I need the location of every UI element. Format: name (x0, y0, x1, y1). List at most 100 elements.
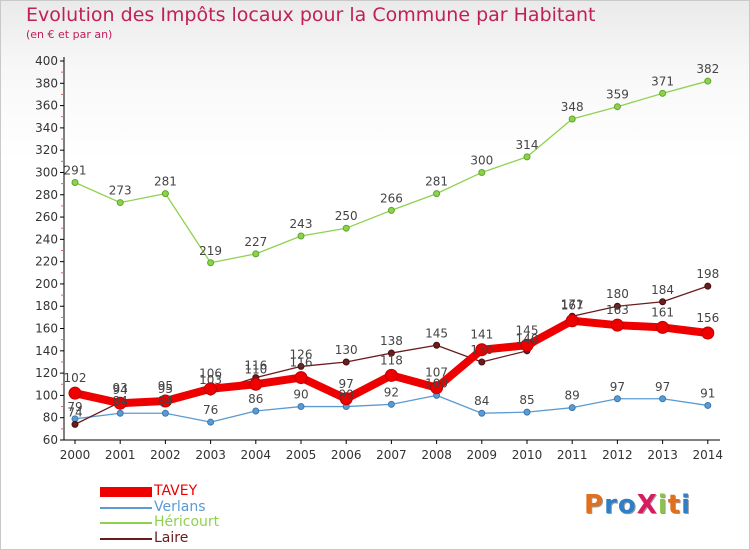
y-tick-label: 100 (35, 388, 58, 402)
data-label-laire: 95 (158, 382, 173, 396)
data-label-verlans: 97 (610, 380, 625, 394)
data-point-héricourt (704, 77, 712, 85)
y-tick-label: 280 (35, 188, 58, 202)
data-label-tavey: 163 (606, 303, 629, 317)
data-point-tavey (656, 320, 670, 334)
data-label-tavey: 167 (561, 299, 584, 313)
data-point-verlans (161, 409, 169, 417)
data-point-héricourt (342, 224, 350, 232)
data-label-héricourt: 382 (696, 62, 719, 76)
data-label-verlans: 79 (67, 400, 82, 414)
x-tick-label: 2011 (557, 448, 588, 462)
data-point-laire (342, 358, 350, 366)
series-line-héricourt (74, 80, 709, 264)
legend-label: Héricourt (154, 514, 220, 530)
data-point-laire (613, 302, 621, 310)
data-label-héricourt: 281 (154, 175, 177, 189)
data-point-verlans (704, 401, 712, 409)
data-label-verlans: 100 (425, 376, 448, 390)
legend-swatch (100, 487, 152, 497)
data-label-héricourt: 266 (380, 191, 403, 205)
data-point-tavey (113, 396, 127, 410)
x-tick-label: 2000 (60, 448, 91, 462)
data-label-héricourt: 359 (606, 88, 629, 102)
x-tick-label: 2001 (105, 448, 136, 462)
data-point-laire (704, 282, 712, 290)
data-label-tavey: 97 (339, 377, 354, 391)
x-tick-label: 2009 (467, 448, 498, 462)
y-tick-label: 160 (35, 322, 58, 336)
data-point-tavey (520, 338, 534, 352)
data-point-laire (71, 420, 79, 428)
data-label-laire: 184 (651, 283, 674, 297)
data-label-laire: 138 (380, 334, 403, 348)
data-label-laire: 145 (425, 326, 448, 340)
y-tick-label: 300 (35, 165, 58, 179)
data-point-héricourt (523, 153, 531, 161)
data-point-héricourt (568, 115, 576, 123)
data-label-laire: 116 (244, 359, 267, 373)
y-tick-label: 240 (35, 232, 58, 246)
data-label-tavey: 118 (380, 353, 403, 367)
data-label-laire: 126 (290, 347, 313, 361)
legend-label: TAVEY (154, 483, 198, 499)
data-point-héricourt (659, 89, 667, 97)
data-label-verlans: 91 (700, 386, 715, 400)
y-tick-label: 200 (35, 277, 58, 291)
legend-label: Laire (154, 530, 189, 546)
data-point-verlans (523, 408, 531, 416)
y-tick-label: 120 (35, 366, 58, 380)
x-tick-label: 2006 (331, 448, 362, 462)
data-label-héricourt: 250 (335, 209, 358, 223)
y-tick-label: 380 (35, 76, 58, 90)
data-label-tavey: 110 (244, 362, 267, 376)
data-point-verlans (613, 395, 621, 403)
data-point-tavey (701, 326, 715, 340)
data-point-laire (297, 362, 305, 370)
x-tick-label: 2002 (150, 448, 181, 462)
data-label-héricourt: 300 (470, 153, 493, 167)
data-label-laire: 140 (516, 332, 539, 346)
y-tick-label: 140 (35, 344, 58, 358)
data-point-héricourt (433, 190, 441, 198)
x-tick-label: 2013 (647, 448, 678, 462)
data-label-tavey: 141 (470, 328, 493, 342)
data-label-laire: 171 (561, 297, 584, 311)
data-label-laire: 130 (470, 343, 493, 357)
data-point-héricourt (71, 179, 79, 187)
data-label-héricourt: 348 (561, 100, 584, 114)
data-point-héricourt (387, 206, 395, 214)
data-point-laire (433, 341, 441, 349)
data-point-laire (387, 349, 395, 357)
y-tick-label: 360 (35, 99, 58, 113)
data-label-verlans: 92 (384, 385, 399, 399)
chart-title: Evolution des Impôts locaux pour la Comm… (26, 4, 596, 26)
legend-swatch (100, 538, 152, 540)
data-point-laire (659, 298, 667, 306)
x-tick-label: 2005 (286, 448, 317, 462)
x-tick-label: 2010 (512, 448, 543, 462)
data-point-héricourt (297, 232, 305, 240)
legend-label: Verlans (154, 499, 206, 515)
data-point-tavey (158, 394, 172, 408)
data-label-tavey: 102 (64, 371, 87, 385)
data-label-tavey: 107 (425, 366, 448, 380)
data-label-laire: 74 (67, 405, 82, 419)
data-label-tavey: 161 (651, 305, 674, 319)
data-point-tavey (475, 343, 489, 357)
legend-swatch (100, 522, 152, 524)
data-label-laire: 198 (696, 267, 719, 281)
data-label-verlans: 86 (248, 392, 263, 406)
y-tick-label: 320 (35, 143, 58, 157)
data-point-tavey (68, 386, 82, 400)
data-label-tavey: 116 (290, 356, 313, 370)
data-point-verlans (116, 409, 124, 417)
data-point-tavey (249, 377, 263, 391)
data-point-verlans (207, 418, 215, 426)
data-label-héricourt: 281 (425, 175, 448, 189)
data-point-héricourt (613, 103, 621, 111)
data-point-tavey (294, 371, 308, 385)
data-point-verlans (568, 404, 576, 412)
data-point-verlans (478, 409, 486, 417)
data-label-verlans: 90 (293, 388, 308, 402)
